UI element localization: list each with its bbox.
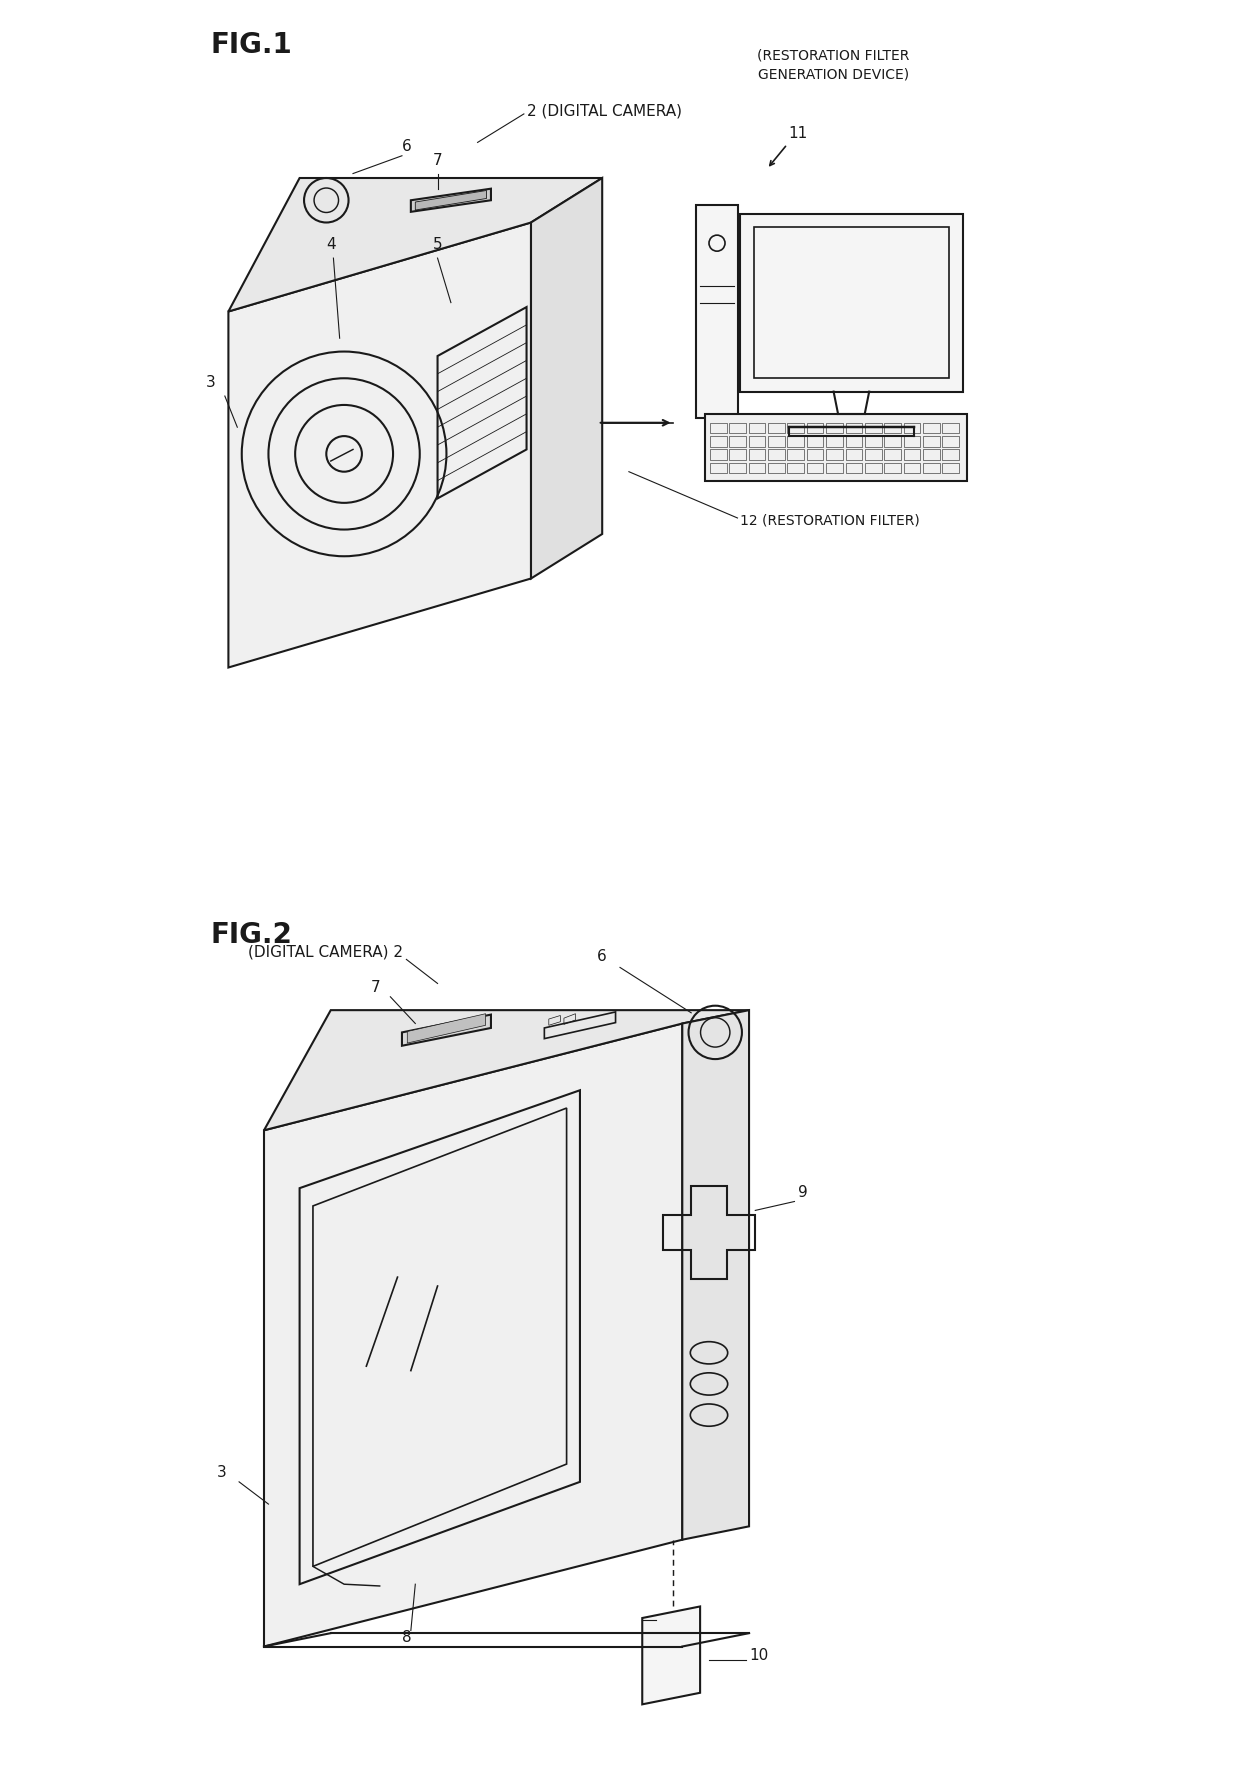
Text: 12 (RESTORATION FILTER): 12 (RESTORATION FILTER)	[740, 514, 920, 527]
Polygon shape	[682, 1009, 749, 1540]
Polygon shape	[642, 1606, 701, 1705]
Polygon shape	[407, 1015, 486, 1043]
Text: 9: 9	[799, 1185, 807, 1200]
Polygon shape	[415, 190, 486, 210]
Text: 11: 11	[789, 126, 807, 141]
Text: (RESTORATION FILTER
GENERATION DEVICE): (RESTORATION FILTER GENERATION DEVICE)	[758, 48, 910, 82]
Text: 10: 10	[749, 1648, 769, 1663]
Text: 6: 6	[402, 139, 412, 155]
Polygon shape	[264, 1009, 749, 1130]
Polygon shape	[740, 214, 962, 392]
Text: 5: 5	[433, 237, 443, 253]
Polygon shape	[696, 205, 738, 418]
Text: FIG.2: FIG.2	[211, 922, 293, 949]
Polygon shape	[531, 178, 603, 578]
Polygon shape	[410, 189, 491, 212]
Text: 6: 6	[598, 949, 608, 965]
Text: FIG.1: FIG.1	[211, 30, 293, 59]
Text: 4: 4	[326, 237, 336, 253]
Polygon shape	[228, 178, 603, 312]
Polygon shape	[264, 1023, 682, 1646]
Polygon shape	[402, 1015, 491, 1045]
Polygon shape	[228, 222, 531, 668]
Text: (DIGITAL CAMERA) 2: (DIGITAL CAMERA) 2	[248, 945, 403, 959]
Text: 7: 7	[433, 153, 443, 167]
Text: 8: 8	[402, 1630, 412, 1645]
Text: 7: 7	[371, 981, 381, 995]
Text: 2 (DIGITAL CAMERA): 2 (DIGITAL CAMERA)	[527, 103, 682, 119]
Text: 3: 3	[217, 1465, 226, 1481]
Text: 3: 3	[206, 376, 216, 390]
Polygon shape	[704, 413, 967, 481]
